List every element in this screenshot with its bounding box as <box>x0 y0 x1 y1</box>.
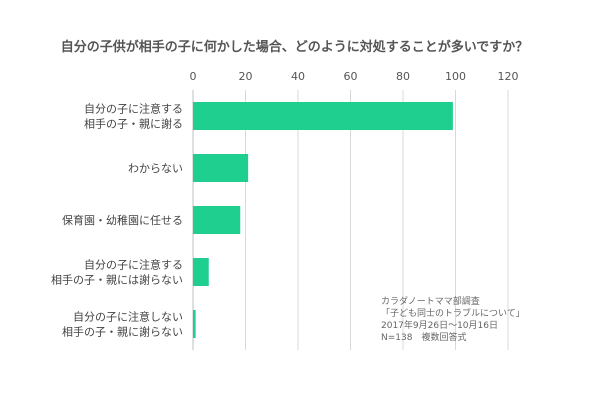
x-tick-label: 40 <box>291 70 305 83</box>
survey-note-line-3: 2017年9月26日〜10月16日 <box>381 321 498 331</box>
bar <box>193 310 196 338</box>
category-label: 自分の子に注意しない <box>73 310 183 324</box>
survey-note-line-2: 「子ども同士のトラブルについて」 <box>381 309 525 319</box>
x-tick-label: 0 <box>190 70 197 83</box>
category-label: 自分の子に注意する <box>84 102 183 116</box>
category-label: 保育園・幼稚園に任せる <box>62 213 183 227</box>
category-label: 自分の子に注意する <box>84 258 183 272</box>
bar <box>193 206 241 234</box>
bar-layer <box>193 102 453 338</box>
x-tick-label: 100 <box>445 70 466 83</box>
bar <box>193 258 209 286</box>
category-label: 相手の子・親に謝らない <box>62 325 183 339</box>
bar <box>193 102 453 130</box>
x-tick-label: 120 <box>498 70 519 83</box>
x-tick-label: 80 <box>396 70 410 83</box>
survey-note-line-4: N=138 複数回答式 <box>381 333 467 343</box>
category-label: 相手の子・親に謝る <box>84 117 183 131</box>
category-labels: 自分の子に注意する相手の子・親に謝るわからない保育園・幼稚園に任せる自分の子に注… <box>51 102 183 339</box>
category-label: わからない <box>128 162 183 175</box>
x-tick-label: 60 <box>344 70 358 83</box>
chart-title: 自分の子供が相手の子に何かした場合、どのように対処することが多いですか？ <box>60 40 529 55</box>
category-label: 相手の子・親には謝らない <box>51 273 183 287</box>
x-tick-labels: 0 20 40 60 80 100 120 <box>190 70 519 83</box>
x-tick-label: 20 <box>239 70 253 83</box>
survey-note-line-1: カラダノートママ部調査 <box>381 297 480 307</box>
grid-layer <box>192 90 509 350</box>
bar <box>193 154 249 182</box>
